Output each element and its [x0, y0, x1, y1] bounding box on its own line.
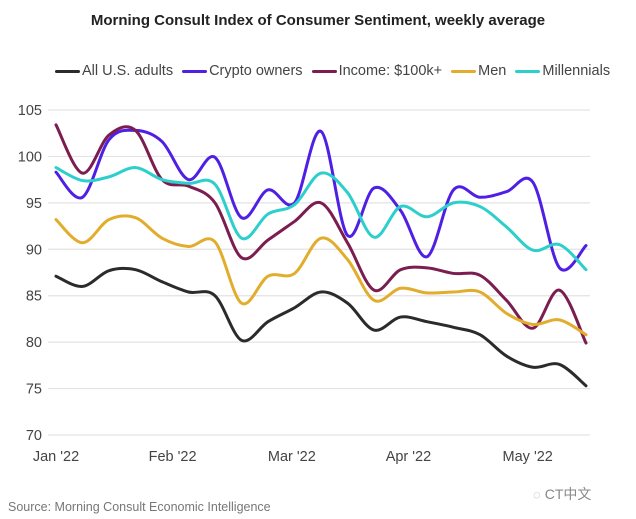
- legend-item-all-adults: All U.S. adults: [55, 63, 173, 79]
- x-tick-label: Mar '22: [268, 449, 316, 465]
- y-tick-label: 100: [18, 149, 42, 165]
- legend: All U.S. adults Crypto owners Income: $1…: [55, 63, 610, 79]
- y-tick-label: 70: [26, 428, 42, 444]
- legend-item-crypto: Crypto owners: [182, 63, 303, 79]
- series-line-men: [54, 214, 588, 337]
- series-line-all-u-s-adults: [54, 266, 588, 388]
- x-tick-label: Feb '22: [149, 449, 197, 465]
- legend-swatch: [311, 69, 337, 73]
- y-tick-label: 105: [18, 103, 42, 119]
- legend-item-millennials: Millennials: [515, 63, 610, 79]
- x-tick-label: May '22: [503, 449, 553, 465]
- x-tick-label: Jan '22: [33, 449, 79, 465]
- legend-swatch: [55, 69, 80, 73]
- y-tick-label: 75: [26, 382, 42, 398]
- legend-item-men: Men: [451, 63, 506, 79]
- legend-label: All U.S. adults: [82, 63, 174, 79]
- series-line-millennials: [54, 166, 588, 272]
- y-tick-label: 90: [26, 242, 42, 258]
- series-line-crypto-owners: [54, 128, 588, 272]
- legend-swatch: [182, 69, 208, 73]
- watermark: ◌ CT中文: [533, 484, 591, 504]
- y-tick-label: 80: [26, 335, 42, 351]
- series-line-income-100k: [54, 123, 588, 345]
- x-tick-label: Apr '22: [386, 449, 432, 465]
- legend-label: Millennials: [542, 63, 611, 79]
- y-tick-label: 95: [26, 196, 42, 212]
- chart-title: Morning Consult Index of Consumer Sentim…: [90, 12, 546, 29]
- source-note: Source: Morning Consult Economic Intelli…: [8, 500, 271, 514]
- legend-item-income: Income: $100k+: [311, 63, 443, 79]
- legend-label: Men: [478, 63, 507, 79]
- legend-label: Crypto owners: [209, 63, 303, 79]
- legend-swatch: [515, 69, 541, 73]
- watermark-text: CT中文: [544, 486, 592, 502]
- legend-swatch: [451, 69, 477, 73]
- legend-label: Income: $100k+: [338, 63, 443, 79]
- y-tick-label: 85: [26, 289, 42, 305]
- wechat-icon: ◌: [533, 487, 541, 502]
